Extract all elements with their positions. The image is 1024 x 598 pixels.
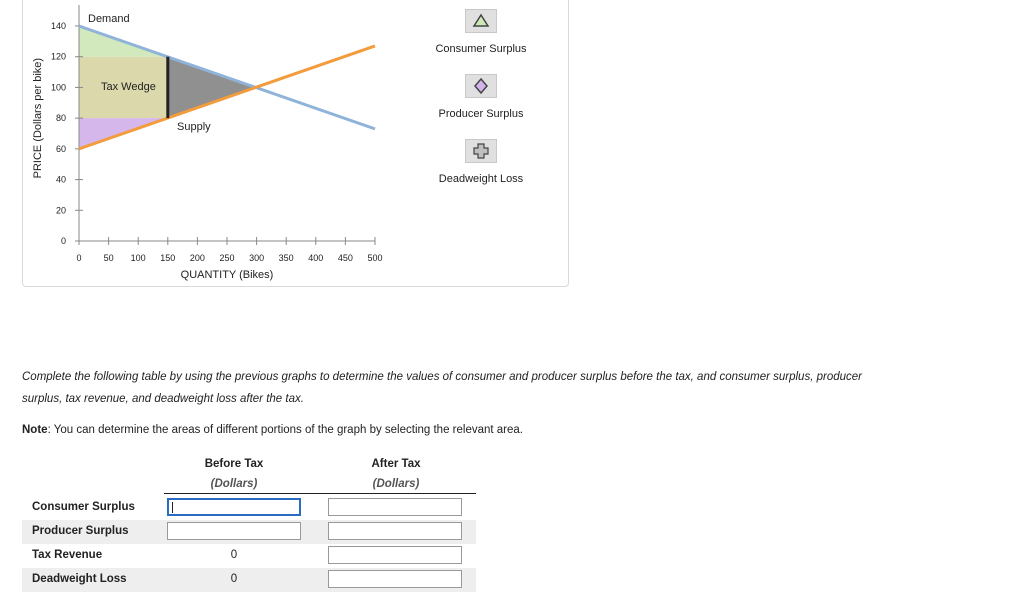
y-tick-label: 60 xyxy=(56,144,66,154)
tax-revenue-after-input[interactable] xyxy=(328,546,462,564)
header-divider xyxy=(164,493,476,494)
curve-demand[interactable] xyxy=(78,24,376,131)
legend-label: Deadweight Loss xyxy=(438,173,524,185)
producer-surplus-after-input[interactable] xyxy=(328,522,462,540)
x-tick-label: 400 xyxy=(308,253,323,263)
x-tick-label: 450 xyxy=(338,253,353,263)
table-row-tax-revenue: Tax Revenue 0 xyxy=(22,544,476,568)
triangle-icon[interactable] xyxy=(465,9,497,33)
demand-label: Demand xyxy=(88,13,130,25)
x-tick-label: 50 xyxy=(104,253,114,263)
legend-label: Consumer Surplus xyxy=(435,43,527,55)
instructions-text: Complete the following table by using th… xyxy=(22,371,862,405)
row-label: Tax Revenue xyxy=(32,549,103,561)
y-tick-label: 100 xyxy=(51,82,66,92)
y-tick-label: 20 xyxy=(56,205,66,215)
x-tick-label: 150 xyxy=(160,253,175,263)
col-unit-before: (Dollars) xyxy=(210,478,258,490)
surplus-chart[interactable]: 0 50 100 150 200 250 300 350 400 450 500 0 20 40 60 80 1… xyxy=(23,0,568,286)
y-tick-label: 140 xyxy=(51,21,66,31)
x-axis-label: QUANTITY (Bikes) xyxy=(181,269,274,281)
col-header-after: After Tax xyxy=(371,458,421,470)
text-cursor xyxy=(172,502,173,513)
y-tick-label: 80 xyxy=(56,113,66,123)
table-row-deadweight-loss: Deadweight Loss 0 xyxy=(22,568,476,592)
y-axis-label: PRICE (Dollars per bike) xyxy=(32,58,44,178)
tax-revenue-before-value: 0 xyxy=(230,549,238,561)
y-tick-label: 40 xyxy=(56,175,66,185)
supply-label: Supply xyxy=(177,121,211,133)
x-tick-label: 300 xyxy=(249,253,264,263)
tax-wedge-label: Tax Wedge xyxy=(101,81,156,93)
note-label: Note xyxy=(22,424,48,436)
legend-consumer-surplus[interactable]: Consumer Surplus xyxy=(421,9,541,55)
x-tick-label: 250 xyxy=(219,253,234,263)
consumer-surplus-before-input[interactable] xyxy=(167,498,301,516)
y-tick-label: 120 xyxy=(51,52,66,62)
graph-panel: 0 50 100 150 200 250 300 350 400 450 500 0 20 40 60 80 1… xyxy=(22,0,569,287)
area-tax-revenue[interactable] xyxy=(79,56,168,119)
area-deadweight-loss[interactable] xyxy=(167,56,257,119)
legend-deadweight-loss[interactable]: Deadweight Loss xyxy=(421,139,541,185)
row-label: Deadweight Loss xyxy=(32,573,127,585)
diamond-icon[interactable] xyxy=(465,74,497,98)
note-body: : You can determine the areas of differe… xyxy=(47,424,523,436)
plus-icon[interactable] xyxy=(465,139,497,163)
deadweight-loss-before-value: 0 xyxy=(230,573,238,585)
legend-label: Producer Surplus xyxy=(438,108,524,120)
col-header-before: Before Tax xyxy=(204,458,264,470)
x-tick-label: 200 xyxy=(190,253,205,263)
producer-surplus-before-input[interactable] xyxy=(167,522,301,540)
x-tick-label: 500 xyxy=(367,253,382,263)
consumer-surplus-after-input[interactable] xyxy=(328,498,462,516)
table-row-consumer-surplus: Consumer Surplus xyxy=(22,496,476,520)
note-text: Note: You can determine the areas of dif… xyxy=(22,424,523,436)
row-label: Consumer Surplus xyxy=(32,501,135,513)
table-row-producer-surplus: Producer Surplus xyxy=(22,520,476,544)
row-label: Producer Surplus xyxy=(32,525,129,537)
deadweight-loss-after-input[interactable] xyxy=(328,570,462,588)
y-tick-label: 0 xyxy=(61,236,66,246)
x-tick-label: 100 xyxy=(131,253,146,263)
legend-producer-surplus[interactable]: Producer Surplus xyxy=(421,74,541,120)
col-unit-after: (Dollars) xyxy=(372,478,420,490)
x-tick-label: 350 xyxy=(279,253,294,263)
curve-supply[interactable] xyxy=(78,44,376,151)
x-tick-label: 0 xyxy=(76,253,81,263)
